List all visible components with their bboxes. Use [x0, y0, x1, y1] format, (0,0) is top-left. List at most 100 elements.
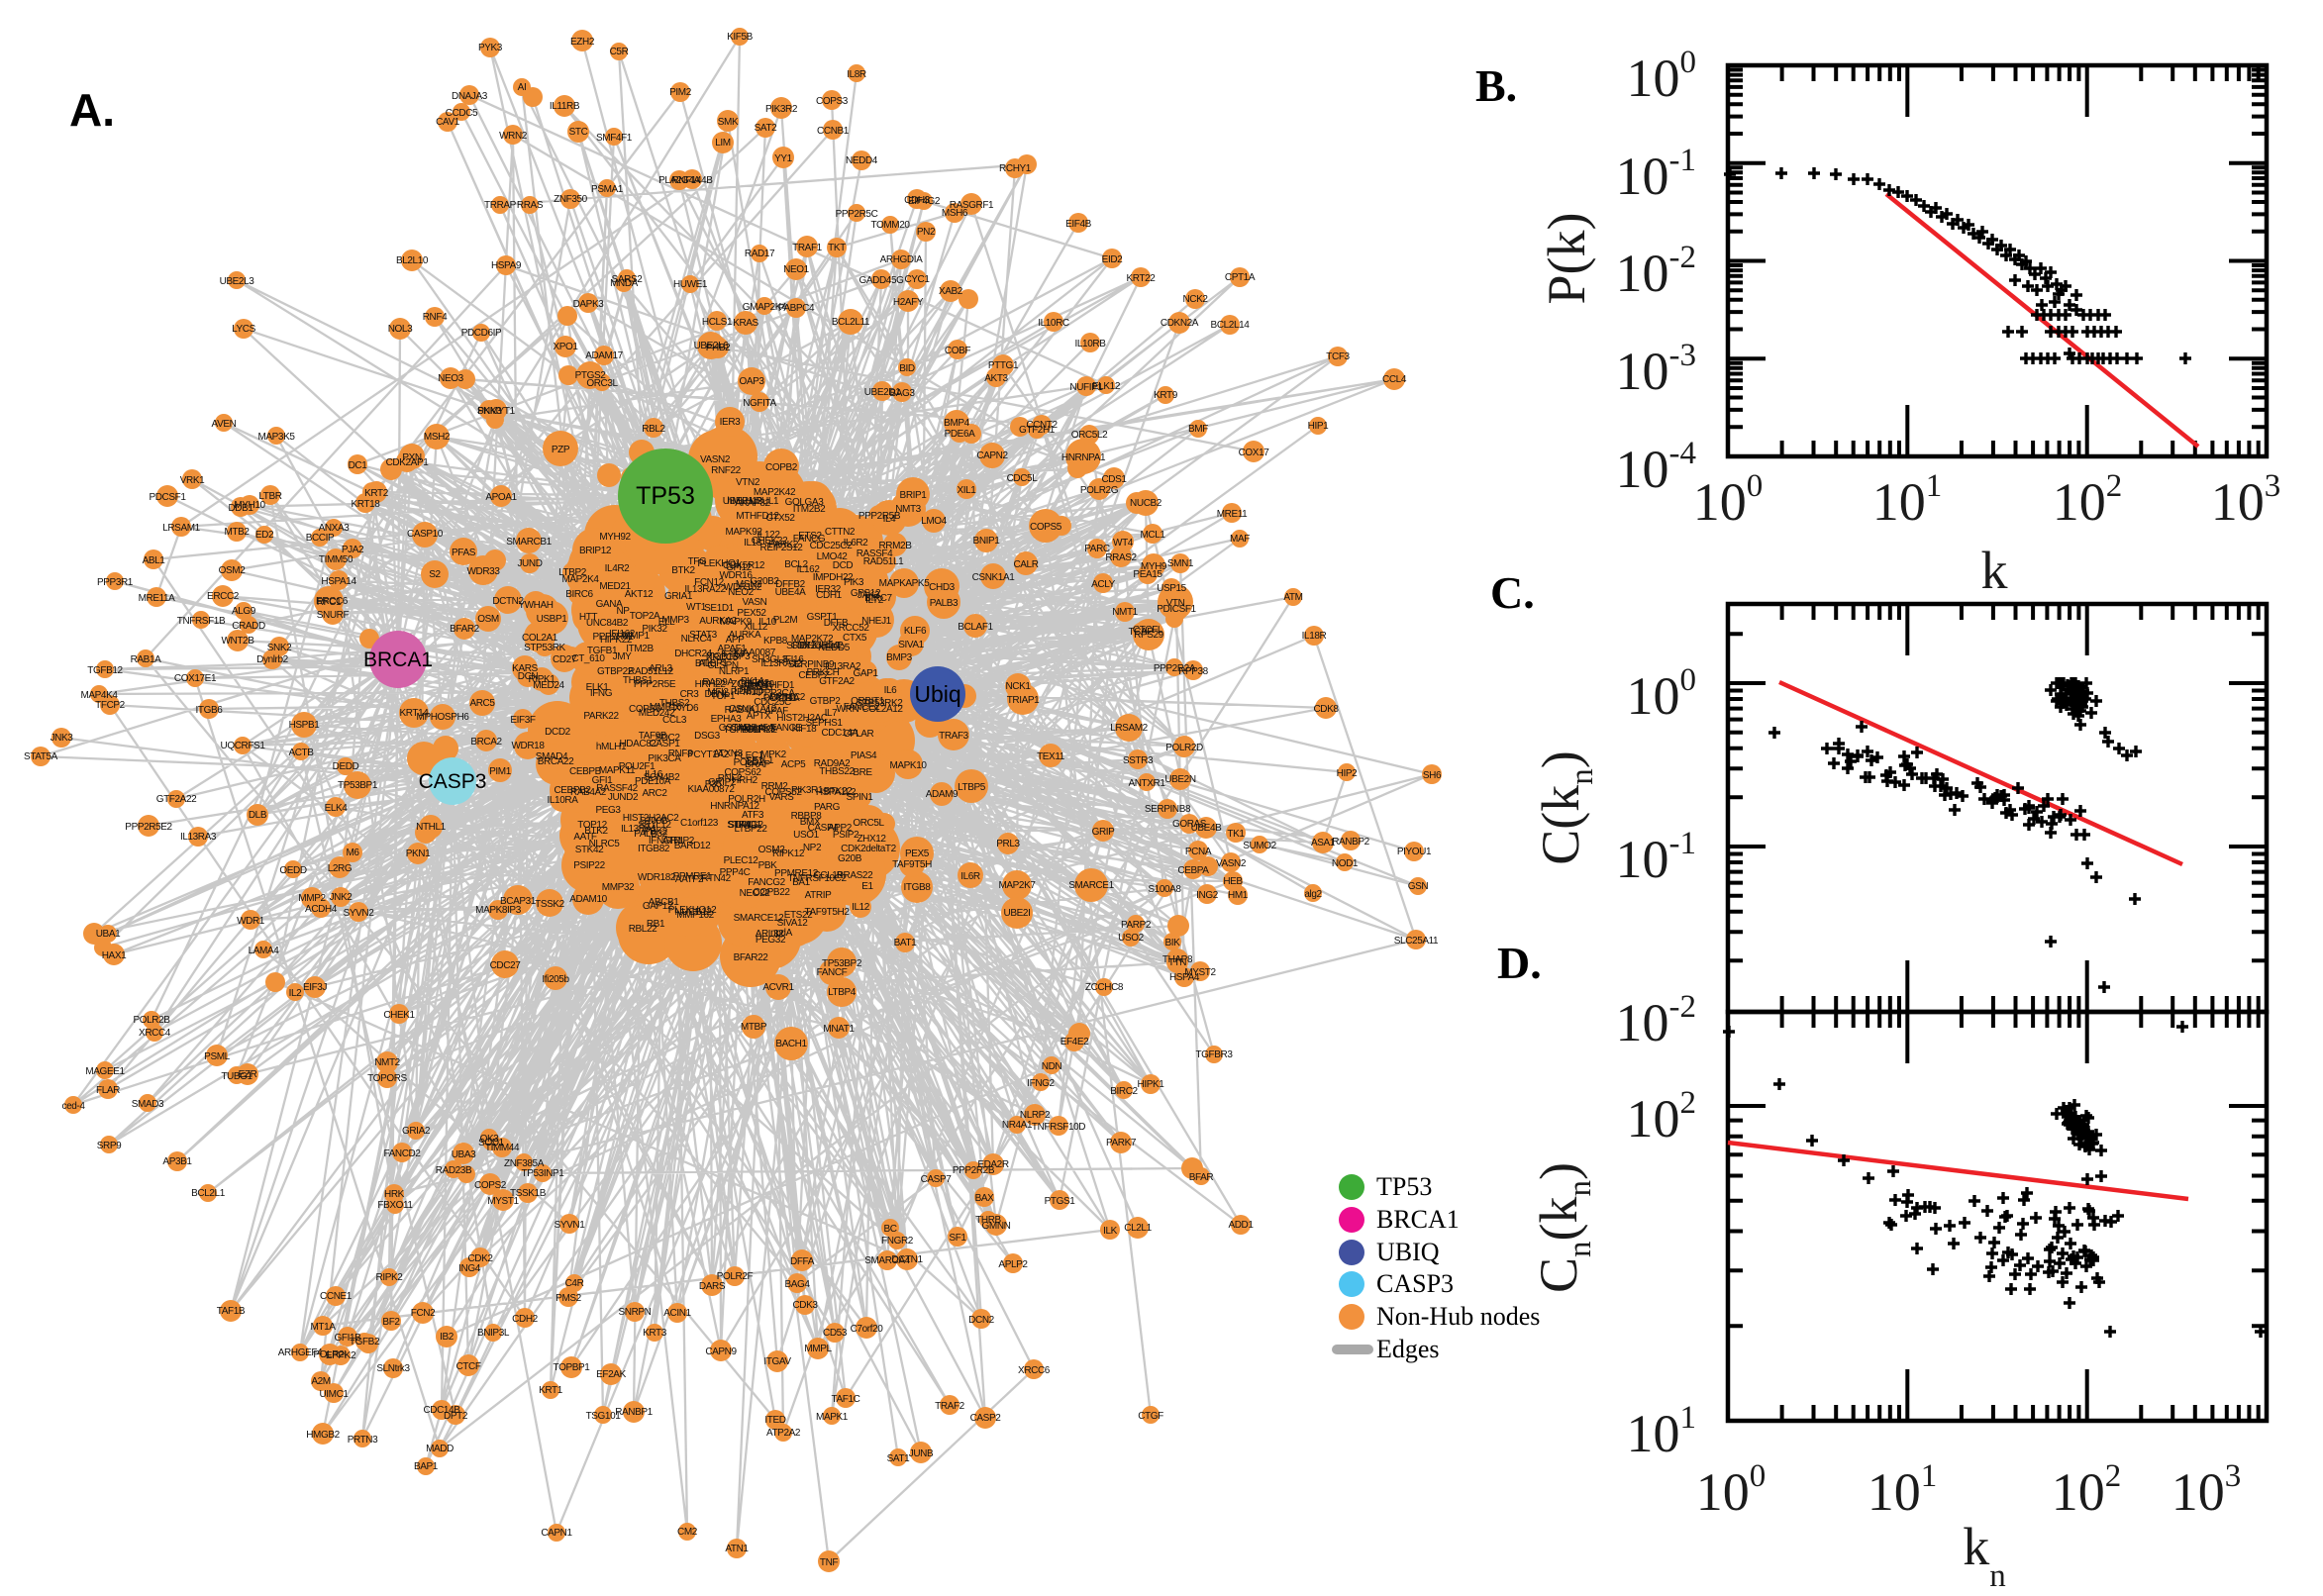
svg-text:AVEN: AVEN: [212, 419, 237, 430]
svg-text:NDN: NDN: [1042, 1061, 1062, 1072]
svg-text:XPO1: XPO1: [553, 342, 578, 352]
svg-text:KRT1: KRT1: [539, 1385, 563, 1396]
svg-text:CEBPB2: CEBPB2: [554, 785, 591, 796]
svg-text:CTX52: CTX52: [765, 513, 795, 524]
svg-text:BRCA22: BRCA22: [538, 756, 574, 767]
svg-text:CHD3: CHD3: [929, 582, 955, 593]
svg-text:LTBP4: LTBP4: [828, 987, 857, 998]
svg-text:AI: AI: [518, 82, 527, 93]
svg-text:DCN: DCN: [518, 671, 539, 682]
svg-text:COX17: COX17: [1239, 448, 1270, 458]
svg-text:ITGAV: ITGAV: [763, 1356, 791, 1367]
svg-text:MNDA: MNDA: [610, 278, 639, 289]
svg-text:NTHL1: NTHL1: [416, 822, 447, 833]
svg-text:TGFB1: TGFB1: [587, 646, 618, 656]
svg-text:RRAS2: RRAS2: [1105, 552, 1137, 563]
svg-text:KRT22: KRT22: [1127, 273, 1157, 284]
svg-text:EF2AK: EF2AK: [596, 1369, 626, 1380]
svg-text:MAP2K42: MAP2K42: [754, 487, 796, 498]
svg-text:SMF4F1: SMF4F1: [596, 133, 633, 144]
svg-text:PPP2R5E: PPP2R5E: [634, 679, 676, 690]
svg-text:PPMRE1: PPMRE1: [673, 871, 713, 882]
svg-text:MAF: MAF: [1230, 534, 1250, 545]
svg-text:TNF: TNF: [820, 1557, 839, 1568]
svg-text:A2M: A2M: [311, 1376, 330, 1387]
svg-text:SYVN2: SYVN2: [344, 908, 375, 919]
svg-text:CDK3: CDK3: [792, 1300, 818, 1311]
svg-text:APOA1: APOA1: [485, 492, 517, 503]
svg-text:PIYOU1: PIYOU1: [1397, 847, 1432, 857]
svg-text:KPB8: KPB8: [763, 636, 788, 647]
svg-text:POLR2B: POLR2B: [133, 1015, 170, 1026]
svg-text:UBE4A: UBE4A: [775, 587, 807, 598]
svg-text:GFI1: GFI1: [592, 775, 613, 786]
svg-text:AATF2: AATF2: [675, 874, 704, 885]
svg-text:SAT2: SAT2: [755, 123, 778, 134]
svg-text:PRTN3: PRTN3: [348, 1435, 378, 1446]
svg-text:ELK4: ELK4: [325, 803, 349, 814]
svg-text:LTBP2: LTBP2: [558, 567, 587, 578]
svg-text:IFNG2: IFNG2: [1027, 1078, 1055, 1089]
svg-text:M6: M6: [346, 848, 359, 858]
svg-text:DFFA: DFFA: [790, 1256, 815, 1267]
svg-text:BRCA1: BRCA1: [1376, 1205, 1460, 1234]
svg-text:EID2: EID2: [1102, 254, 1123, 265]
svg-text:KRT18: KRT18: [352, 499, 381, 510]
svg-text:RPP38: RPP38: [1178, 666, 1209, 677]
svg-text:MMP2: MMP2: [298, 893, 326, 904]
svg-text:SMK: SMK: [718, 117, 739, 128]
svg-text:RANBP1: RANBP1: [615, 1407, 653, 1418]
svg-text:ABL1: ABL1: [143, 555, 166, 566]
svg-text:BACH1: BACH1: [775, 1039, 807, 1049]
svg-text:PN2: PN2: [917, 227, 936, 238]
svg-text:UQCRFS1: UQCRFS1: [221, 741, 266, 751]
svg-text:CTCFL: CTCFL: [1133, 625, 1163, 636]
svg-text:CCNT2: CCNT2: [1026, 420, 1058, 431]
svg-text:CM2: CM2: [677, 1527, 698, 1538]
svg-text:NOL3: NOL3: [388, 324, 413, 335]
svg-text:SERPINB8: SERPINB8: [1145, 804, 1191, 815]
svg-text:UNC84B2: UNC84B2: [586, 618, 629, 629]
svg-text:RAD9A: RAD9A: [702, 677, 734, 688]
svg-text:DCD: DCD: [833, 560, 854, 571]
svg-text:HNRNPA1: HNRNPA1: [1061, 452, 1106, 463]
svg-text:WRN: WRN: [837, 704, 859, 715]
svg-text:CTTN2: CTTN2: [825, 527, 856, 538]
svg-text:E1: E1: [861, 881, 873, 892]
svg-text:STAT3: STAT3: [689, 630, 717, 641]
svg-text:THBS1: THBS1: [623, 675, 654, 686]
svg-text:TRRAP: TRRAP: [484, 200, 517, 211]
svg-text:THRB: THRB: [975, 1215, 1001, 1226]
svg-text:HUWE1: HUWE1: [673, 279, 708, 290]
svg-text:SNRPN: SNRPN: [618, 1307, 651, 1318]
svg-text:BTK: BTK: [695, 658, 714, 669]
svg-text:Ubiq: Ubiq: [914, 681, 960, 707]
svg-text:FLAR: FLAR: [96, 1085, 120, 1096]
svg-text:BRIP12: BRIP12: [579, 546, 612, 556]
svg-text:TAF1B: TAF1B: [217, 1306, 246, 1317]
svg-text:CDK5R12: CDK5R12: [723, 560, 765, 571]
svg-text:HMGB2: HMGB2: [306, 1430, 340, 1441]
svg-text:CDK8: CDK8: [1313, 704, 1339, 715]
svg-text:CEBPZ: CEBPZ: [798, 670, 830, 681]
svg-text:CDK2deltaT2: CDK2deltaT2: [841, 844, 896, 854]
svg-text:KLF6: KLF6: [904, 626, 927, 637]
svg-text:MTBP: MTBP: [741, 1022, 767, 1033]
svg-text:PIM1: PIM1: [489, 766, 512, 777]
svg-text:POLR2D: POLR2D: [1165, 743, 1203, 753]
svg-text:MYH9: MYH9: [1141, 561, 1167, 572]
svg-text:LDB1: LDB1: [734, 686, 758, 697]
svg-text:Dynlrb2: Dynlrb2: [256, 654, 288, 665]
svg-text:NCK1: NCK1: [1005, 681, 1031, 692]
svg-text:IL13RA12: IL13RA12: [760, 658, 802, 669]
svg-text:PIK3R2: PIK3R2: [765, 104, 798, 115]
svg-text:HM1: HM1: [1228, 890, 1249, 901]
svg-text:JUND: JUND: [517, 558, 542, 569]
svg-text:RCHY1: RCHY1: [999, 163, 1032, 174]
svg-text:LRSAM2: LRSAM2: [1110, 723, 1148, 734]
svg-text:BCL2L14: BCL2L14: [1211, 320, 1251, 331]
svg-text:C1orf123: C1orf123: [680, 818, 719, 829]
svg-text:STP53RK2: STP53RK2: [857, 698, 904, 709]
svg-text:KRT9: KRT9: [1154, 390, 1178, 401]
svg-text:ADAM9: ADAM9: [926, 789, 959, 800]
